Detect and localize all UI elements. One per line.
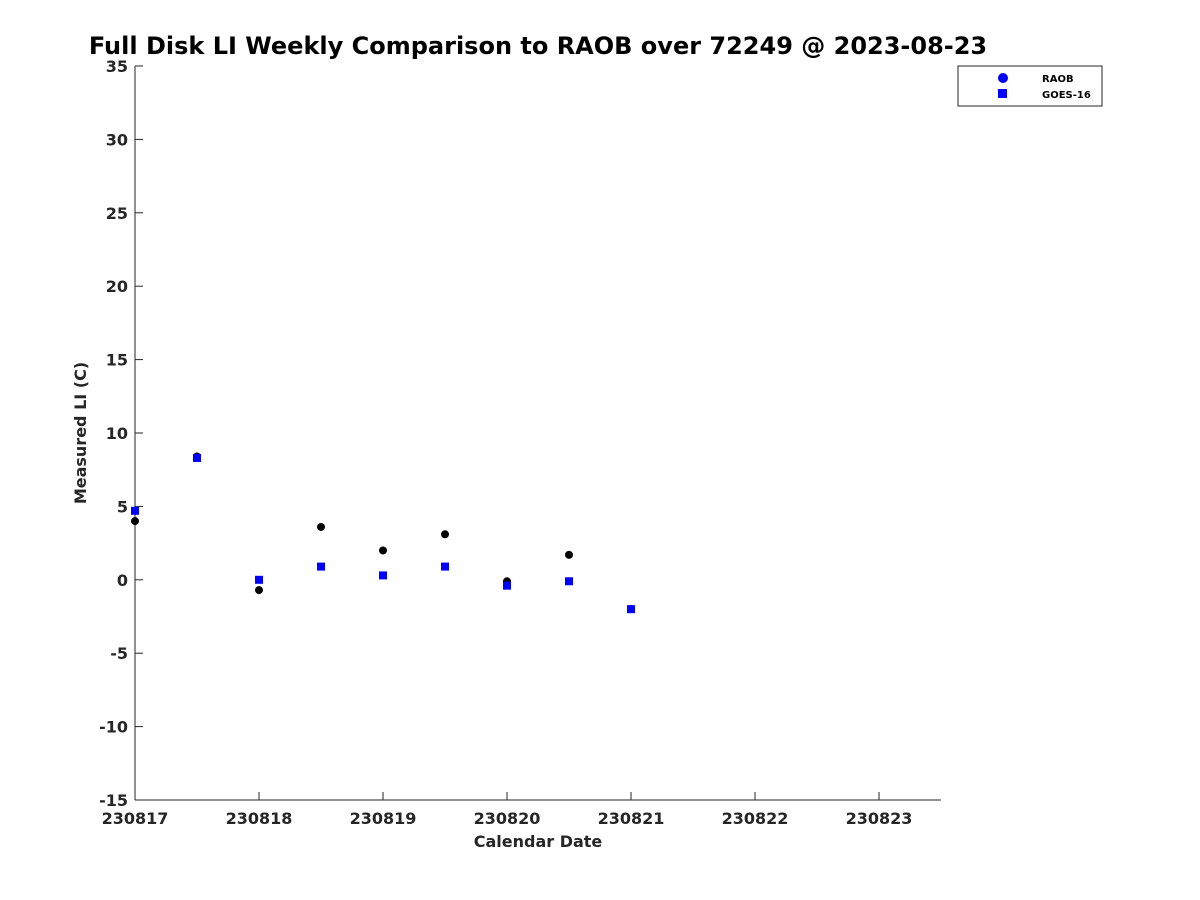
legend-goes16-marker	[998, 89, 1007, 98]
goes16-point	[379, 571, 387, 580]
x-tick-label: 230817	[102, 809, 169, 828]
goes16-point	[131, 506, 139, 515]
y-tick-label: 35	[106, 57, 128, 76]
data-points	[131, 452, 635, 614]
legend-goes16-label: GOES-16	[1042, 90, 1091, 101]
y-tick-label: 10	[106, 424, 128, 443]
x-axis-label: Calendar Date	[474, 832, 603, 851]
y-tick-label: -10	[99, 718, 128, 737]
raob-point	[441, 530, 449, 539]
y-axis-label: Measured LI (C)	[71, 362, 90, 504]
legend-raob-marker	[998, 73, 1008, 83]
goes16-point	[503, 581, 511, 590]
y-tick-label: 5	[117, 497, 128, 516]
y-tick-label: 30	[106, 130, 128, 149]
goes16-point	[627, 605, 635, 614]
x-axis-ticks: 230817 230818 230819 230820 230821 230822 2308…	[102, 792, 913, 828]
goes16-point	[565, 577, 573, 586]
goes16-point	[317, 562, 325, 571]
y-tick-label: 25	[106, 204, 128, 223]
x-tick-label: 230818	[226, 809, 293, 828]
goes16-point	[193, 453, 201, 462]
chart-title: Full Disk LI Weekly Comparison to RAOB o…	[89, 32, 987, 60]
x-tick-label: 230822	[722, 809, 789, 828]
y-tick-label: 0	[117, 571, 128, 590]
y-tick-label: -5	[110, 644, 128, 663]
goes16-point	[441, 562, 449, 571]
raob-point	[131, 517, 139, 526]
raob-point	[565, 550, 573, 559]
raob-point	[255, 586, 263, 595]
y-tick-label: -15	[99, 791, 128, 810]
x-tick-label: 230820	[474, 809, 541, 828]
legend: RAOB GOES-16	[957, 65, 1103, 107]
y-tick-label: 20	[106, 277, 128, 296]
legend-box	[957, 65, 1103, 107]
legend-raob-label: RAOB	[1042, 74, 1074, 85]
x-tick-label: 230821	[598, 809, 665, 828]
x-tick-label: 230819	[350, 809, 417, 828]
y-tick-label: 15	[106, 351, 128, 370]
raob-point	[379, 546, 387, 555]
y-axis-ticks: 35 30 25 20 15 10 5 0 -5 -10 -15	[99, 57, 143, 810]
goes16-point	[255, 575, 263, 584]
x-tick-label: 230823	[846, 809, 913, 828]
plot-area	[134, 66, 941, 801]
raob-point	[317, 522, 325, 531]
